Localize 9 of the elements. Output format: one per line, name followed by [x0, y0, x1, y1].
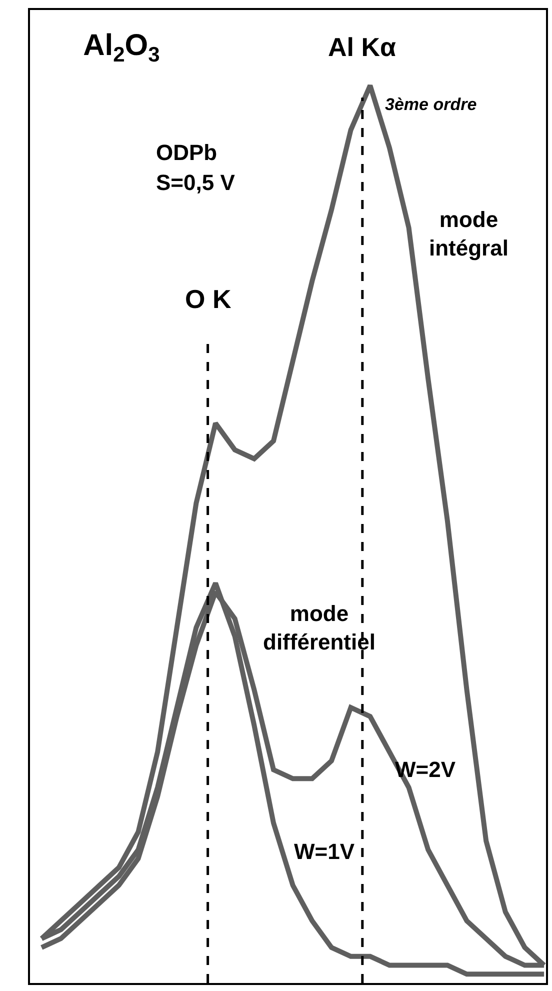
series-label: W=1V — [294, 839, 355, 864]
text: O K — [185, 284, 232, 314]
text: Al Kα — [328, 32, 396, 62]
annotation: ODPb — [156, 140, 218, 165]
annotation: S=0,5 V — [156, 170, 236, 195]
chart-title: Al$_{2}$O$_{3}$ — [83, 29, 160, 66]
annotation: 3ème ordre — [385, 95, 477, 114]
series-label: mode intégral — [429, 207, 508, 261]
annotation: mode différentiel — [263, 601, 376, 655]
